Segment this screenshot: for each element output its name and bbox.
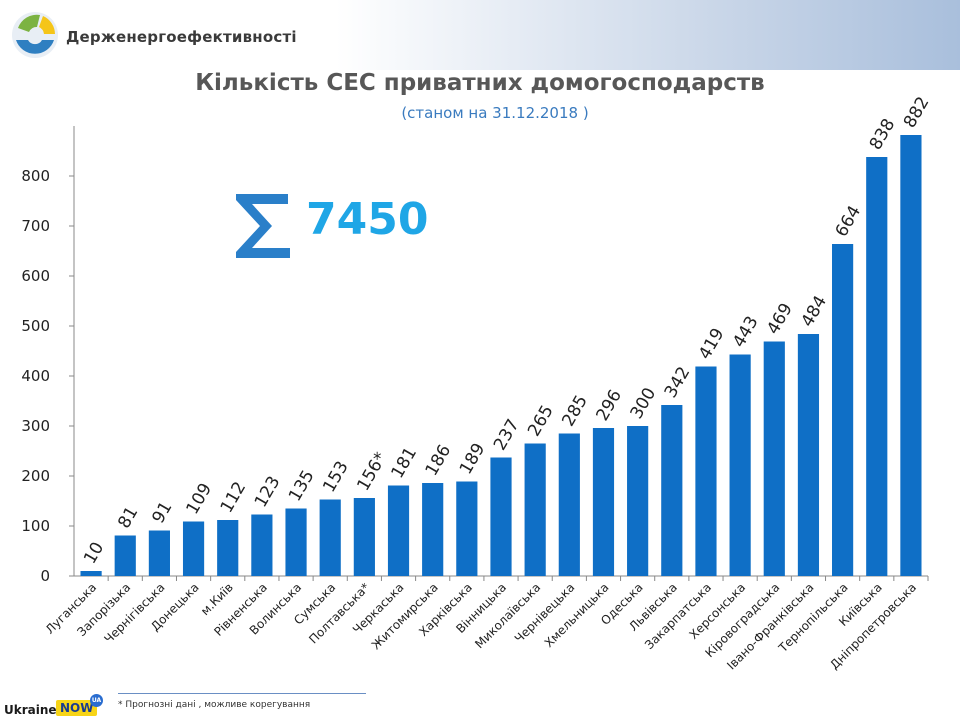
data-label: 186	[422, 441, 456, 479]
bar	[900, 135, 922, 576]
bar	[422, 483, 444, 576]
bar	[797, 334, 820, 576]
data-label: 285	[558, 392, 592, 430]
data-label: 153	[319, 458, 353, 496]
y-tick-label: 100	[21, 517, 50, 535]
bar	[832, 244, 854, 576]
y-tick-label: 300	[21, 417, 50, 435]
data-label: 189	[456, 440, 490, 478]
y-tick-label: 600	[21, 267, 50, 285]
data-label: 296	[592, 386, 626, 424]
y-tick-label: 0	[40, 567, 50, 585]
bar	[217, 520, 239, 576]
data-label: 10	[80, 539, 108, 568]
bar	[114, 535, 136, 576]
y-tick-label: 700	[21, 217, 50, 235]
data-label: 300	[627, 384, 661, 422]
bar	[592, 428, 615, 576]
bar	[182, 521, 205, 576]
bar	[763, 341, 785, 576]
data-label: 109	[183, 480, 217, 518]
bar	[627, 426, 649, 576]
bar	[695, 366, 717, 576]
bar	[387, 485, 410, 576]
footnote: * Прогнозні дані , можливе корегування	[118, 700, 311, 710]
y-tick-label: 200	[21, 467, 50, 485]
bar	[524, 443, 546, 576]
brand-ua-badge: UA	[90, 694, 103, 707]
data-label: 469	[763, 300, 797, 338]
bar	[661, 405, 683, 576]
total-value: 7450	[306, 194, 429, 245]
data-label: 123	[251, 473, 285, 511]
bar	[490, 457, 512, 576]
y-tick-label: 400	[21, 367, 50, 385]
data-label: 81	[114, 503, 142, 532]
data-label: 838	[866, 115, 900, 153]
bar	[456, 481, 478, 576]
bar	[251, 514, 273, 576]
bar	[285, 508, 307, 576]
data-label: 664	[832, 202, 866, 240]
bar	[866, 157, 888, 576]
bar	[319, 499, 341, 576]
sigma-icon	[236, 194, 290, 258]
agency-logo-icon	[12, 12, 58, 58]
data-label: 484	[797, 292, 831, 330]
header-band	[0, 0, 960, 70]
bar	[80, 571, 102, 576]
brand-ukraine-text: Ukraine	[4, 703, 57, 717]
total-annotation: 7450	[232, 190, 452, 270]
bar	[558, 433, 580, 576]
data-label: 181	[388, 444, 422, 482]
data-label: 112	[217, 478, 251, 516]
bar	[729, 354, 751, 576]
y-tick-label: 500	[21, 317, 50, 335]
bar	[353, 498, 375, 576]
data-label: 265	[524, 402, 558, 440]
chart-title: Кількість СЕС приватних домогосподарств	[195, 70, 765, 96]
footnote-divider	[118, 693, 366, 694]
data-label: 882	[900, 93, 934, 131]
data-label: 156*	[353, 449, 391, 494]
brand-now-badge: NOW	[56, 700, 98, 716]
chart-subtitle: (станом на 31.12.2018 )	[401, 104, 589, 122]
data-label: 91	[148, 498, 176, 527]
data-label: 237	[490, 416, 524, 454]
data-label: 342	[661, 363, 695, 401]
data-label: 443	[729, 313, 763, 351]
data-label: 135	[285, 467, 319, 505]
data-label: 419	[695, 325, 729, 363]
y-tick-label: 800	[21, 167, 50, 185]
agency-name: Держенергоефективності	[66, 28, 297, 46]
bar	[148, 530, 170, 576]
